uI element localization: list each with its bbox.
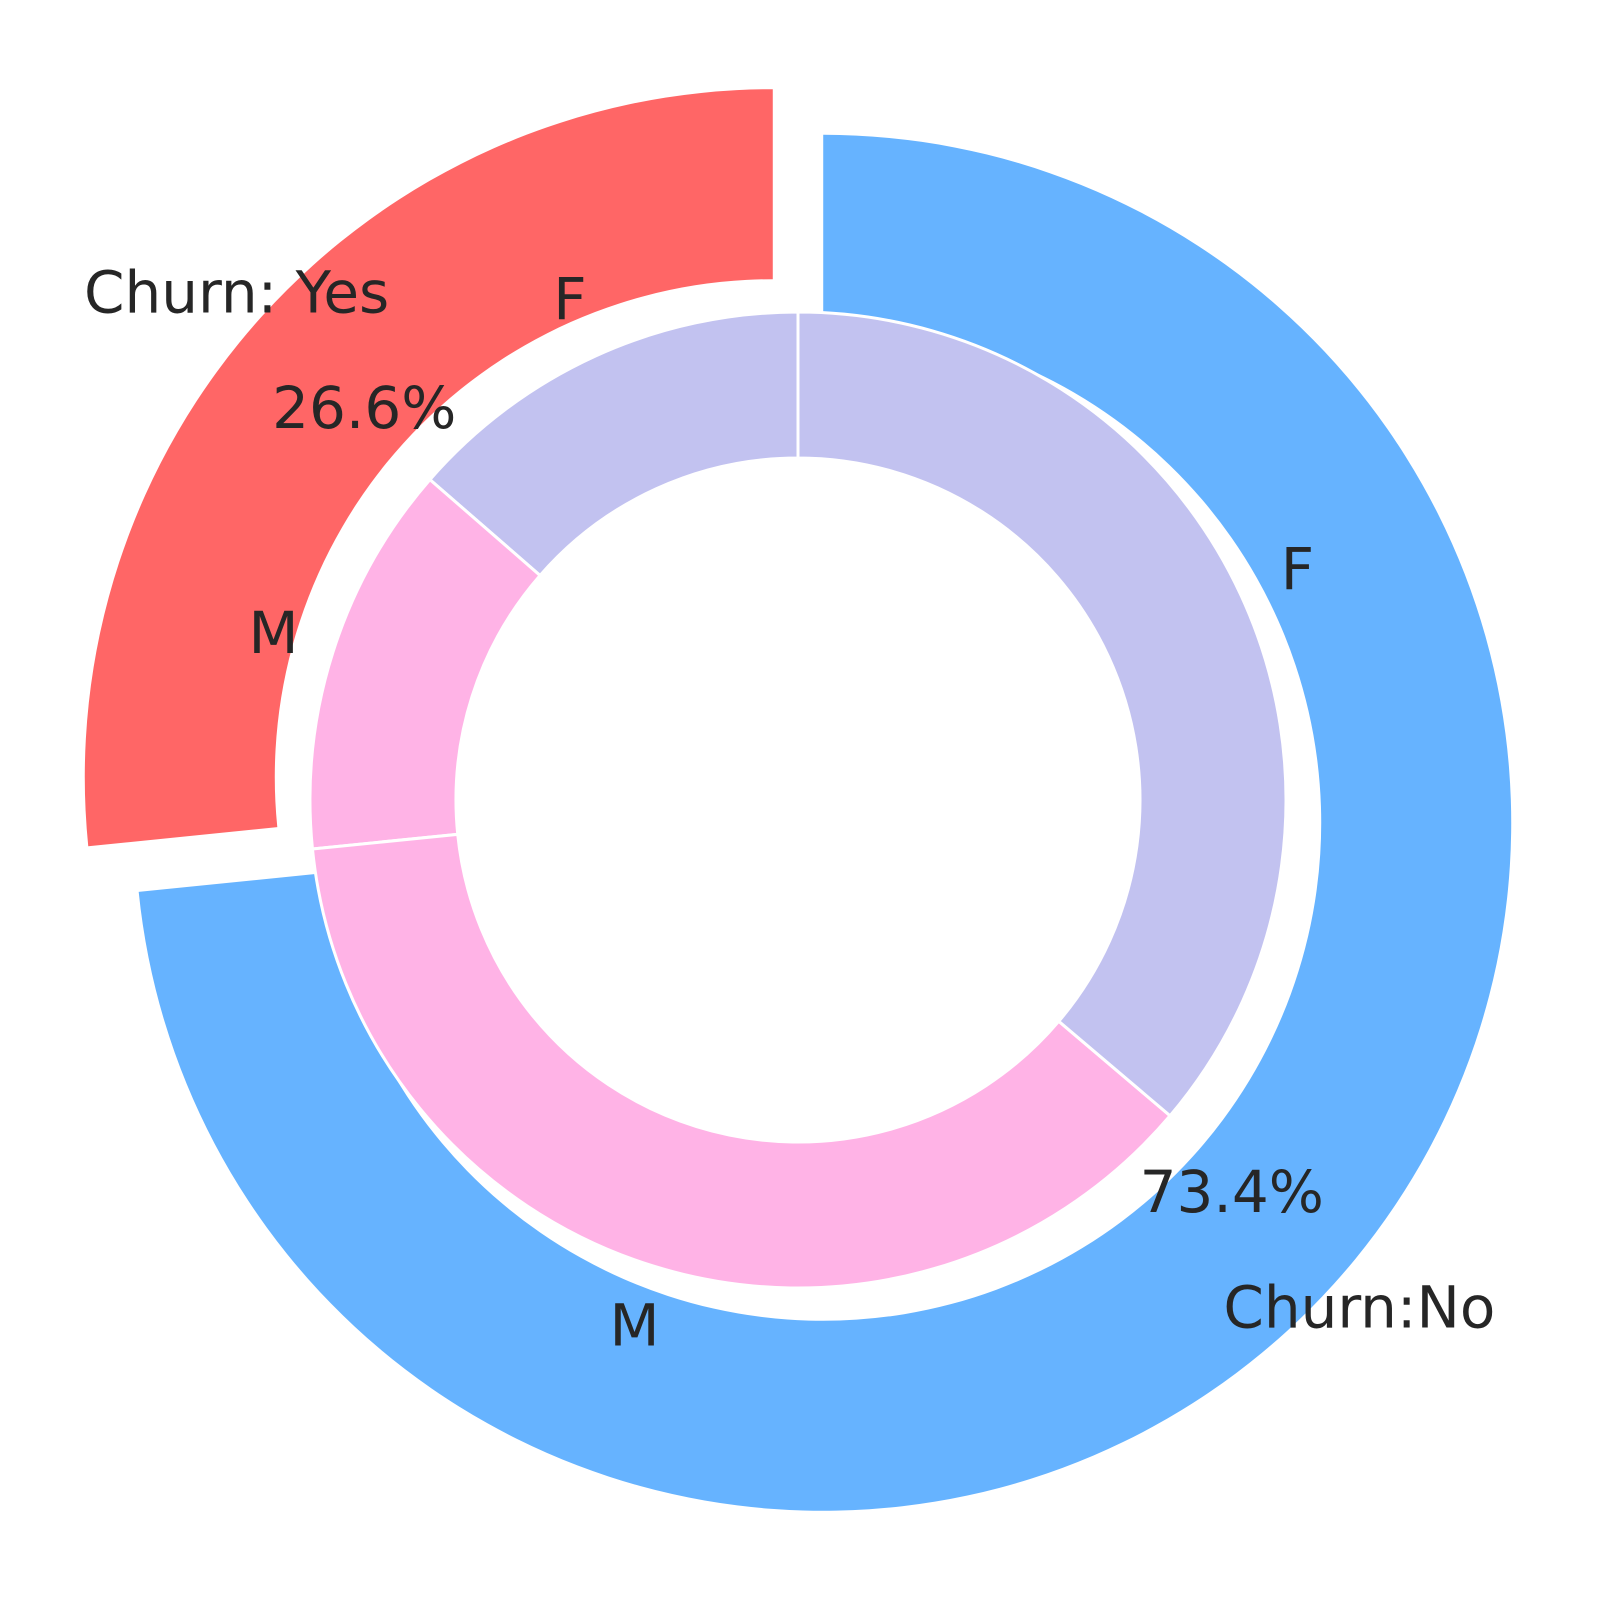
outer-ring: [84, 89, 1512, 1511]
outer-label-churn-no: Churn:No: [1223, 1274, 1495, 1342]
outer-percent-churn-yes: 26.6%: [272, 374, 456, 442]
inner-label-churn-no-m: M: [609, 1292, 659, 1360]
inner-ring: [308, 310, 1288, 1290]
inner-wedge-churn-no-f: [796, 310, 1288, 1118]
outer-percent-churn-no: 73.4%: [1140, 1158, 1324, 1226]
outer-label-churn-yes: Churn: Yes: [84, 258, 389, 326]
inner-label-churn-no-f: F: [1281, 535, 1314, 603]
inner-label-churn-yes-m: M: [248, 599, 298, 667]
chart-labels: Churn: Yes 26.6% Churn:No 73.4% F M M F: [84, 258, 1495, 1359]
outer-wedge-churn-yes: [84, 89, 773, 847]
inner-label-churn-yes-f: F: [553, 265, 586, 333]
inner-wedge-churn-no-m: [310, 832, 1173, 1290]
